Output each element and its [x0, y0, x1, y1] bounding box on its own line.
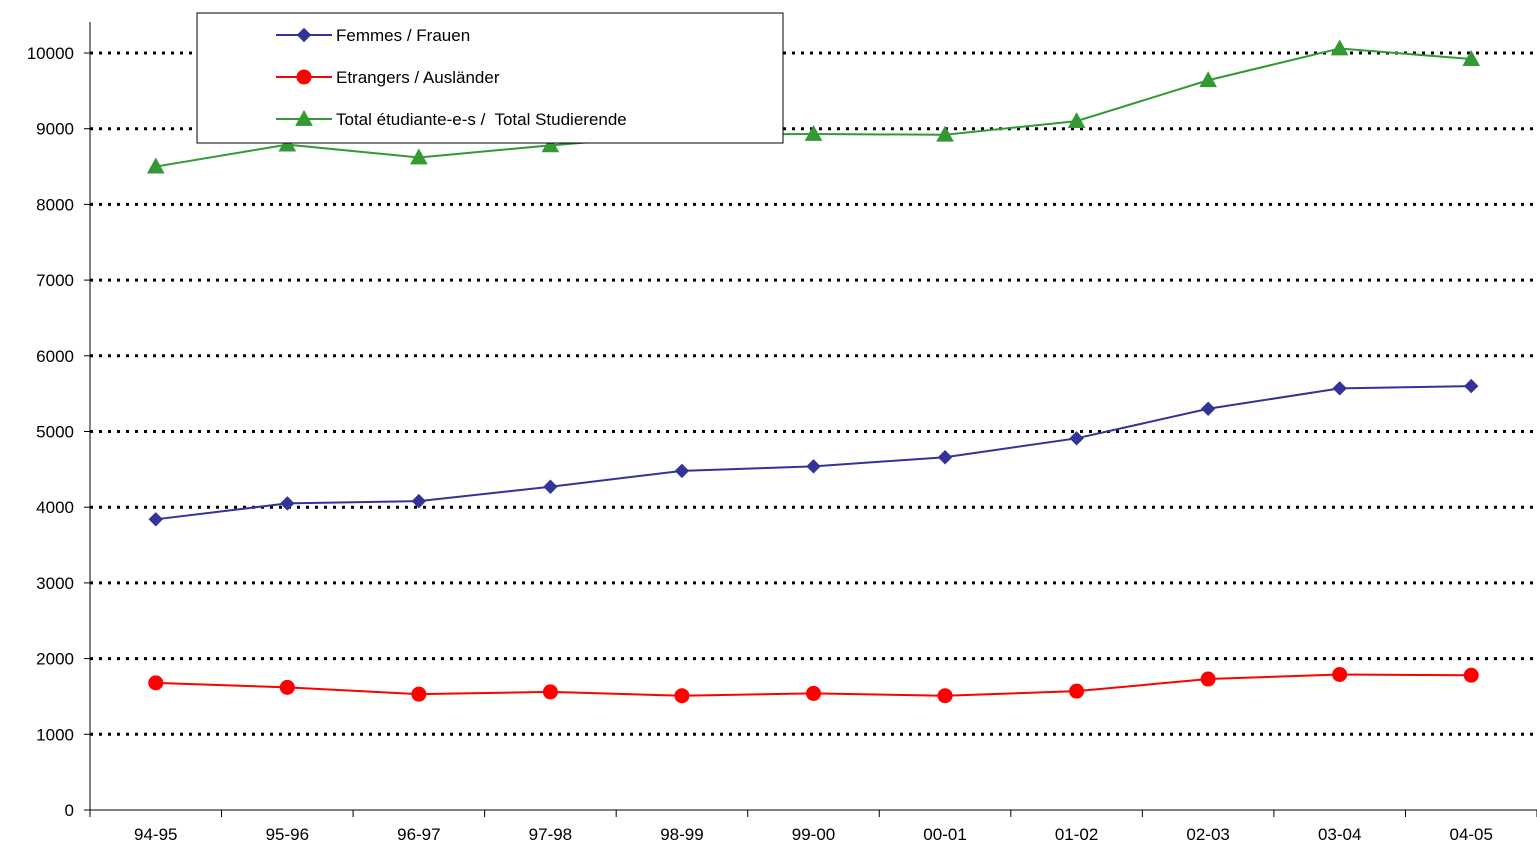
x-tick-label: 00-01: [923, 825, 966, 844]
legend-label: Etrangers / Ausländer: [336, 68, 500, 87]
x-tick-label: 95-96: [266, 825, 309, 844]
y-tick-label: 1000: [36, 725, 74, 744]
legend: Femmes / Frauen Etrangers / Ausländer Tota…: [196, 12, 784, 144]
series-2: [146, 39, 1481, 174]
legend-swatch-marker: [296, 69, 312, 85]
y-tick-label: 7000: [36, 271, 74, 290]
data-point: [1069, 431, 1084, 446]
data-point: [278, 135, 297, 152]
x-tick-label: 97-98: [529, 825, 572, 844]
data-point: [280, 496, 295, 511]
data-point: [936, 125, 954, 142]
data-point: [1464, 378, 1479, 394]
data-point: [1200, 671, 1216, 687]
data-point: [148, 675, 164, 691]
data-point: [1332, 666, 1348, 682]
data-point: [541, 136, 560, 153]
data-point: [1067, 112, 1086, 129]
series-line: [155, 385, 1472, 521]
y-tick-label: 10000: [27, 44, 74, 63]
y-tick-label: 0: [65, 801, 74, 820]
series-0: [148, 378, 1479, 527]
data-point: [674, 688, 690, 704]
data-point: [279, 679, 295, 695]
y-tick-label: 9000: [36, 120, 74, 139]
data-point: [806, 685, 821, 701]
data-point: [411, 493, 427, 509]
data-point: [148, 512, 163, 527]
y-tick-label: 8000: [36, 195, 74, 214]
legend-item: Femmes / Frauen: [276, 26, 470, 45]
data-point: [804, 124, 823, 141]
data-point: [410, 148, 428, 165]
x-tick-label: 01-02: [1055, 825, 1098, 844]
data-point: [674, 463, 690, 479]
data-series: [146, 39, 1481, 704]
x-tick-label: 02-03: [1186, 825, 1229, 844]
x-tick-label: 94-95: [134, 825, 177, 844]
data-point: [1200, 401, 1216, 416]
legend-label: Total étudiante-e-s / Total Studierende: [336, 110, 627, 129]
y-tick-label: 4000: [36, 498, 74, 517]
x-tick-label: 04-05: [1449, 825, 1492, 844]
data-point: [146, 157, 165, 174]
x-tick-label: 96-97: [397, 825, 440, 844]
data-point: [1463, 667, 1479, 683]
data-point: [411, 686, 427, 702]
y-tick-label: 2000: [36, 650, 74, 669]
data-point: [542, 684, 558, 700]
x-tick-label: 03-04: [1318, 825, 1361, 844]
gridlines: [90, 51, 1537, 736]
data-point: [937, 688, 953, 704]
legend-swatch-marker: [296, 27, 312, 43]
legend-item: Total étudiante-e-s / Total Studierende: [276, 109, 627, 129]
y-tick-label: 3000: [36, 574, 74, 593]
data-point: [1199, 71, 1217, 88]
series-1: [148, 666, 1479, 704]
data-point: [543, 479, 558, 494]
y-tick-label: 5000: [36, 423, 74, 442]
y-tick-label: 6000: [36, 347, 74, 366]
legend-item: Etrangers / Ausländer: [276, 68, 500, 87]
legend-swatch-marker: [295, 109, 313, 126]
axes: 0 1000 2000 3000 4000 5000 6000 7000 8000 9000 100…: [27, 22, 1537, 844]
data-point: [1069, 683, 1085, 699]
legend-label: Femmes / Frauen: [336, 26, 470, 45]
data-point: [937, 450, 953, 465]
x-tick-label: 98-99: [660, 825, 703, 844]
data-point: [1462, 50, 1481, 66]
data-point: [1332, 381, 1347, 396]
x-tick-label: 99-00: [792, 825, 835, 844]
data-point: [806, 459, 821, 474]
data-point: [1330, 39, 1349, 56]
